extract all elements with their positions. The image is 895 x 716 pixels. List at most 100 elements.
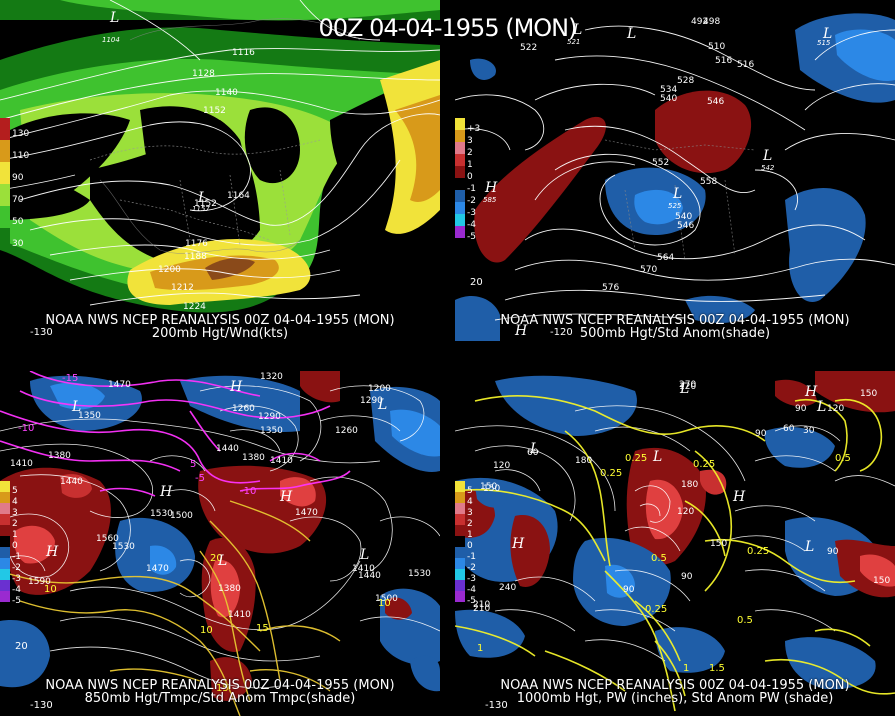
contour-label: 540 xyxy=(660,94,677,104)
longitude-label: -130 xyxy=(30,700,53,711)
temp-label: 10 xyxy=(44,584,57,595)
temp-label: -10 xyxy=(18,423,34,434)
low-marker: L xyxy=(672,186,682,202)
low-marker: L xyxy=(626,26,636,42)
low-value: 1104 xyxy=(102,36,120,44)
panel-caption: NOAA NWS NCEP REANALYSIS 00Z 04-04-1955 … xyxy=(45,678,395,693)
longitude-label: 20 xyxy=(470,277,483,288)
panel-subcaption: 850mb Hgt/Tmpc/Std Anom Tmpc(shade) xyxy=(84,691,356,706)
contour-label: 552 xyxy=(652,158,669,168)
contour-label: 1380 xyxy=(48,451,71,461)
contour-label: 1410 xyxy=(228,610,251,620)
legend-label: -1 xyxy=(12,552,21,562)
map-200mb: 1116 1128 1140 1152 1164 1152 1176 1188 … xyxy=(0,0,440,341)
pw-label: 0.25 xyxy=(600,468,622,479)
low-marker: L xyxy=(572,22,582,38)
contour-label: 558 xyxy=(700,177,717,187)
contour-label: 120 xyxy=(827,404,844,414)
temp-label: 10 xyxy=(200,625,213,636)
contour-label: 270 xyxy=(679,380,696,390)
longitude-label: -130 xyxy=(30,327,53,338)
main-title: 00Z 04-04-1955 (MON) xyxy=(318,14,578,42)
panel-caption: NOAA NWS NCEP REANALYSIS 00Z 04-04-1955 … xyxy=(500,678,850,693)
contour-label: 90 xyxy=(623,585,635,595)
low-marker: L xyxy=(652,449,662,465)
contour-label: 1500 xyxy=(170,511,193,521)
contour-label: 210 xyxy=(473,600,490,610)
color-legend xyxy=(0,481,14,602)
contour-label: 1380 xyxy=(242,453,265,463)
legend-label: 1 xyxy=(467,160,473,170)
contour-label: 1176 xyxy=(185,239,208,249)
contour-label: 1380 xyxy=(218,584,241,594)
high-marker: H xyxy=(159,484,173,500)
color-legend xyxy=(455,481,469,602)
high-marker: H xyxy=(279,489,293,505)
contour-label: 498 xyxy=(703,17,720,27)
contour-label: 576 xyxy=(602,283,619,293)
contour-label: 528 xyxy=(677,76,694,86)
legend-label: -4 xyxy=(467,220,476,230)
contour-label: 1140 xyxy=(215,88,238,98)
legend-label: 30 xyxy=(12,239,24,249)
contour-label: 1188 xyxy=(184,252,207,262)
low-marker: L xyxy=(109,10,119,26)
legend-label: -4 xyxy=(12,585,21,595)
legend-label: -3 xyxy=(467,208,476,218)
legend-label: 1 xyxy=(467,530,473,540)
legend-label: -2 xyxy=(467,563,476,573)
contour-label: 180 xyxy=(681,480,698,490)
contour-label: 1290 xyxy=(258,412,281,422)
pw-label: 0.25 xyxy=(625,453,647,464)
contour-label: 1590 xyxy=(28,577,51,587)
panel-caption: NOAA NWS NCEP REANALYSIS 00Z 04-04-1955 … xyxy=(45,313,395,328)
legend-label: -3 xyxy=(12,574,21,584)
legend-label: 2 xyxy=(467,148,473,158)
contour-label: 564 xyxy=(657,253,674,263)
temp-label: -5 xyxy=(195,473,205,484)
legend-label: 0 xyxy=(12,541,18,551)
legend-label: 3 xyxy=(467,508,473,518)
contour-label: 150 xyxy=(710,539,727,549)
contour-label: 1350 xyxy=(78,411,101,421)
high-marker: H xyxy=(804,384,818,400)
temp-label: 10 xyxy=(378,598,391,609)
legend-label: 0 xyxy=(467,172,473,182)
legend-label: 2 xyxy=(12,519,18,529)
contour-label: 522 xyxy=(520,43,537,53)
contour-label: 534 xyxy=(660,85,677,95)
contour-label: 546 xyxy=(677,221,694,231)
low-marker: L xyxy=(197,190,207,206)
contour-label: 540 xyxy=(675,212,692,222)
contour-label: 90 xyxy=(755,429,767,439)
contour-label: 1410 xyxy=(270,456,293,466)
legend-label: 1 xyxy=(12,530,18,540)
contour-label: 90 xyxy=(795,404,807,414)
temp-label: 5 xyxy=(190,459,196,470)
contour-label: 1500 xyxy=(375,594,398,604)
panel-200mb: 1116 1128 1140 1152 1164 1152 1176 1188 … xyxy=(0,0,440,341)
panel-500mb: 522 516 510 528 534 540 546 552 558 540 … xyxy=(455,0,895,341)
high-marker: H xyxy=(514,323,528,339)
high-marker: H xyxy=(229,379,243,395)
contour-label: 546 xyxy=(707,97,724,107)
low-marker: L xyxy=(529,441,539,457)
pw-label: 0.25 xyxy=(645,604,667,615)
low-marker: L xyxy=(804,539,814,555)
contour-label: 1530 xyxy=(150,509,173,519)
panel-850mb: 1470 1350 1410 1380 1440 1530 1560 1590 … xyxy=(0,371,440,716)
color-legend xyxy=(455,118,469,238)
high-marker: H xyxy=(484,180,498,196)
legend-label: -5 xyxy=(12,596,21,606)
contour-label: 1410 xyxy=(352,564,375,574)
legend-label: -2 xyxy=(12,563,21,573)
low-value: 515 xyxy=(817,39,831,47)
panel-subcaption: 200mb Hgt/Wnd(kts) xyxy=(151,326,289,341)
low-marker: L xyxy=(762,148,772,164)
pw-label: 0.25 xyxy=(693,459,715,470)
contour-label: 1260 xyxy=(335,426,358,436)
contour-label: 120 xyxy=(677,507,694,517)
contour-label: 1350 xyxy=(260,426,283,436)
temp-label: -10 xyxy=(240,486,256,497)
high-marker: H xyxy=(732,489,746,505)
